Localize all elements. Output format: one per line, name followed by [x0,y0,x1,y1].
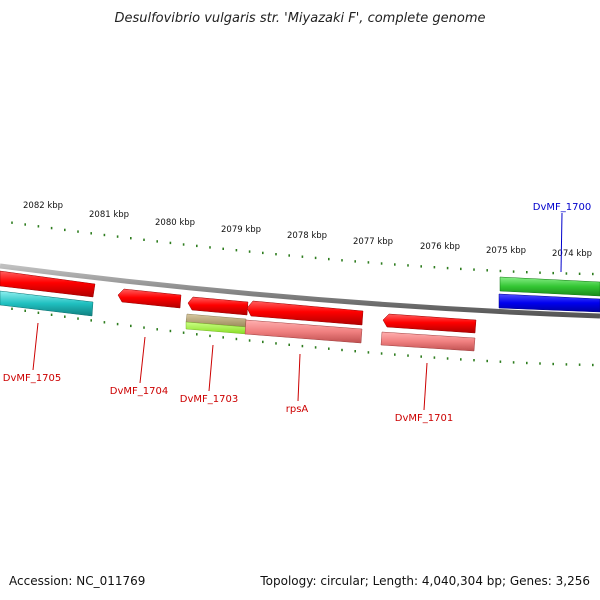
scale-label: 2074 kbp [552,249,592,259]
map-title: Desulfovibrio vulgaris str. 'Miyazaki F'… [114,11,485,26]
gene-labels: DvMF_1705 DvMF_1704 DvMF_1703 rpsA DvMF_… [3,202,591,424]
accession-text: Accession: NC_011769 [9,574,145,588]
gene-label-rpsa[interactable]: rpsA [286,404,309,415]
gene-features [0,270,600,352]
scale-label: 2077 kbp [353,237,393,247]
gene-arrow-dvmf1703[interactable] [187,296,249,316]
scale-labels: 2082 kbp 2081 kbp 2080 kbp 2079 kbp 2078… [23,201,592,259]
gene-arrow-dvmf1704[interactable] [117,288,182,309]
leader-line [560,212,563,273]
scale-label: 2082 kbp [23,201,63,211]
gene-bar-dvmf1701-pink[interactable] [380,331,476,352]
scale-label: 2080 kbp [155,218,195,228]
gene-arrow-dvmf1705[interactable] [0,270,96,298]
gene-label-dvmf1703[interactable]: DvMF_1703 [180,394,238,405]
scale-label: 2078 kbp [287,231,327,241]
leader-line [139,336,146,384]
leader-line [423,362,428,411]
genome-summary-text: Topology: circular; Length: 4,040,304 bp… [259,574,590,588]
gene-arrow-rpsa[interactable] [246,300,364,326]
leader-line [32,322,39,371]
scale-label: 2079 kbp [221,225,261,235]
gene-arrow-cyan[interactable] [0,290,94,317]
scale-label: 2081 kbp [89,210,129,220]
scale-label: 2075 kbp [486,246,526,256]
inner-tick-track [11,307,594,367]
gene-label-dvmf1701[interactable]: DvMF_1701 [395,413,453,424]
outer-tick-track [11,221,594,276]
gene-label-dvmf1700[interactable]: DvMF_1700 [533,202,591,213]
gene-arrow-dvmf1700[interactable] [498,293,600,313]
genome-backbone [0,263,600,319]
scale-label: 2076 kbp [420,242,460,252]
gene-arrow-green[interactable] [499,276,600,297]
gene-label-dvmf1705[interactable]: DvMF_1705 [3,373,61,384]
label-leaders [32,212,563,411]
leader-line [297,353,301,402]
gene-label-dvmf1704[interactable]: DvMF_1704 [110,386,168,397]
gene-bar-rpsa-pink[interactable] [244,319,363,344]
gene-arrow-dvmf1701[interactable] [382,313,477,334]
leader-line [208,344,214,392]
